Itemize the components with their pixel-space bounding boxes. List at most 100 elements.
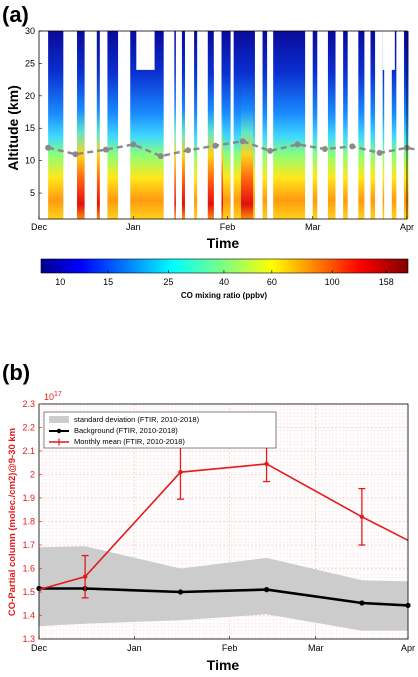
tropopause-marker <box>157 153 164 160</box>
profile-strip <box>285 31 288 219</box>
profile-strip <box>303 31 306 219</box>
no-data-gap <box>396 31 404 219</box>
profile-strip <box>113 31 116 219</box>
no-data-gap <box>364 31 371 219</box>
profile-strip <box>283 31 286 219</box>
profile-strip <box>131 31 134 219</box>
profile-strip <box>277 31 280 219</box>
profile-strip <box>195 31 198 219</box>
profile-strip <box>343 31 346 219</box>
profile-strip <box>301 31 304 219</box>
profile-strip <box>51 31 54 219</box>
a-x-tick-label: Mar <box>305 222 321 232</box>
b-y-tick-label: 1.6 <box>22 564 35 574</box>
profile-strip <box>233 31 236 219</box>
profile-strip <box>227 31 230 219</box>
no-data-gap <box>163 31 175 219</box>
colorbar-tick-label: 100 <box>325 277 340 287</box>
profile-strip <box>221 31 224 219</box>
profile-strip <box>57 31 60 219</box>
std-deviation-band <box>39 546 408 631</box>
profile-strip <box>115 31 118 219</box>
profile-strip <box>181 31 184 219</box>
a-y-tick-label: 25 <box>25 58 35 68</box>
profile-strip <box>393 31 396 219</box>
a-y-tick-label: 15 <box>25 123 35 133</box>
monthly-mean-marker <box>359 514 365 519</box>
profile-strip <box>223 31 226 219</box>
no-data-gap <box>197 31 208 219</box>
profile-strip <box>183 31 186 219</box>
no-data-gap <box>230 31 234 219</box>
no-data-gap-top <box>213 31 222 70</box>
profile-strip <box>275 31 278 219</box>
panel-a-label: (a) <box>2 2 29 27</box>
profile-strip <box>239 31 242 219</box>
profile-strip <box>241 31 244 219</box>
profile-strip <box>157 31 160 219</box>
profile-strip <box>59 31 62 219</box>
colorbar <box>40 258 409 274</box>
tropopause-marker <box>321 146 328 152</box>
tropopause-marker <box>294 141 301 148</box>
monthly-mean-marker <box>264 461 269 467</box>
profile-strip <box>363 31 366 219</box>
a-x-tick-label: Jan <box>126 222 141 232</box>
profile-strip <box>211 31 214 219</box>
no-data-gap <box>99 31 108 219</box>
b-y-exponent: 1017 <box>44 391 62 402</box>
no-data-gap <box>305 31 313 219</box>
a-x-tick-label: Dec <box>31 222 48 232</box>
no-data-gap <box>213 31 222 219</box>
heatmap-plot <box>38 30 418 220</box>
profile-strip <box>359 31 362 219</box>
tropopause-marker <box>185 147 191 154</box>
no-data-gap <box>175 31 182 219</box>
no-data-gap <box>347 31 359 219</box>
profile-strip <box>83 31 86 219</box>
profile-strip <box>293 31 296 219</box>
profile-strip <box>247 31 250 219</box>
a-y-axis-title: Altitude (km) <box>5 85 21 171</box>
colorbar-label: CO mixing ratio (ppbv) <box>181 291 268 300</box>
profile-strip <box>243 31 246 219</box>
profile-strip <box>147 31 150 219</box>
profile-strip <box>279 31 282 219</box>
colorbar-tick-label: 10 <box>55 277 65 287</box>
profile-strip <box>253 31 256 219</box>
b-x-tick-label: Jan <box>127 643 142 653</box>
legend-entry-monthly: Monthly mean (FTIR, 2010-2018) <box>74 437 185 446</box>
b-x-axis-title: Time <box>207 657 240 673</box>
profile-strip <box>135 31 138 219</box>
profile-strip <box>53 31 56 219</box>
a-y-tick-label: 5 <box>30 188 35 198</box>
profile-strip <box>149 31 152 219</box>
a-x-tick-label: Feb <box>220 222 236 232</box>
colorbar-tick-label: 25 <box>163 277 173 287</box>
monthly-mean-marker <box>178 469 183 475</box>
no-data-gap <box>118 31 131 219</box>
profile-strip <box>291 31 294 219</box>
profile-strip <box>81 31 84 219</box>
no-data-gap-top <box>382 31 395 70</box>
background-marker <box>359 600 365 606</box>
tropopause-marker <box>239 138 246 145</box>
profile-strip <box>151 31 154 219</box>
profile-strip <box>47 31 50 219</box>
monthly-mean-line <box>38 463 409 591</box>
b-x-tick-label: Apr <box>401 643 415 653</box>
profile-strip <box>207 31 210 219</box>
profile-strip <box>395 31 398 219</box>
tropopause-marker <box>45 144 52 151</box>
profile-strip <box>297 31 300 219</box>
profile-strip <box>141 31 144 219</box>
profile-strip <box>237 31 240 219</box>
no-data-gap-top <box>136 31 155 70</box>
b-y-tick-label: 1.5 <box>22 587 35 597</box>
profile-strip <box>193 31 196 219</box>
profile-strip <box>405 31 408 219</box>
background-marker <box>177 589 184 595</box>
b-y-tick-label: 2.2 <box>22 423 35 433</box>
tropopause-marker <box>212 142 219 149</box>
no-data-gap <box>84 31 97 219</box>
